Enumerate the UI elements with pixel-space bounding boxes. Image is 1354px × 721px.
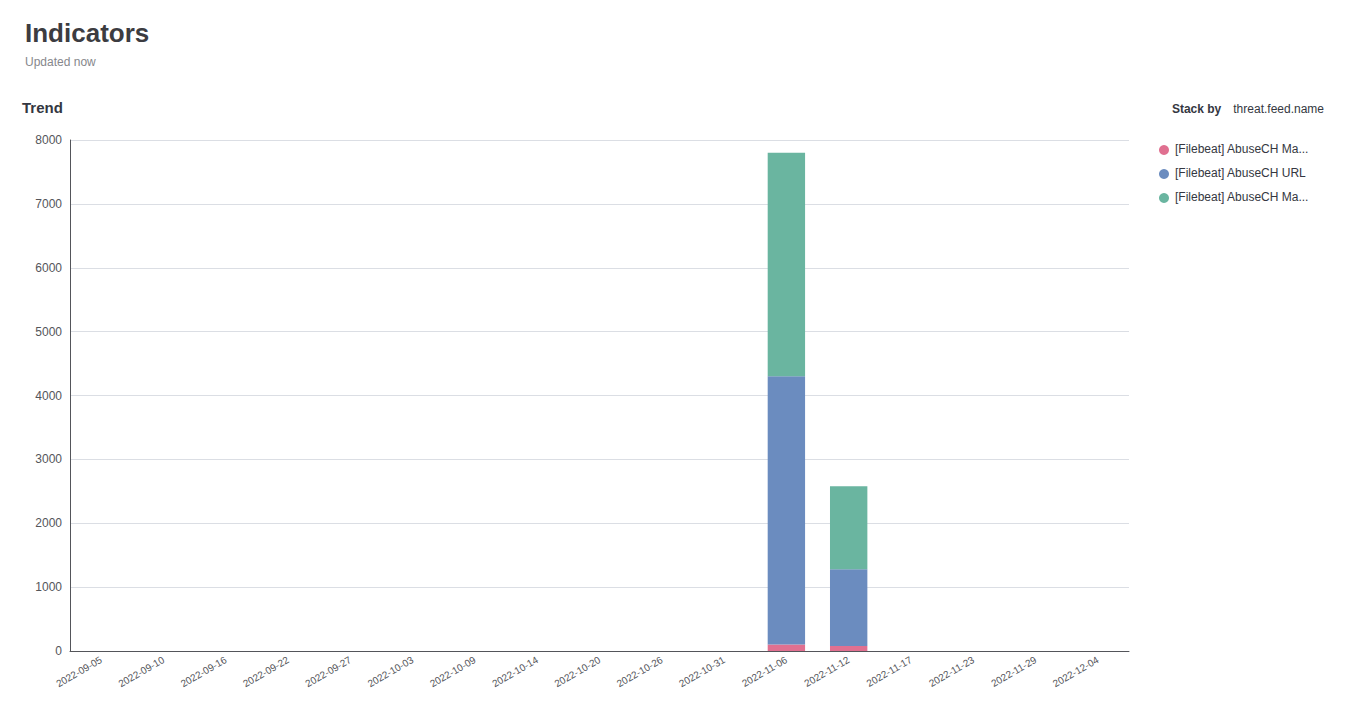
svg-text:2022-11-17: 2022-11-17 — [865, 654, 914, 689]
svg-text:2022-11-12: 2022-11-12 — [802, 654, 851, 689]
svg-text:6000: 6000 — [35, 261, 62, 275]
svg-text:2022-10-03: 2022-10-03 — [366, 654, 416, 689]
svg-text:7000: 7000 — [35, 197, 62, 211]
svg-text:2022-11-23: 2022-11-23 — [927, 654, 976, 689]
svg-text:2022-10-31: 2022-10-31 — [677, 654, 727, 689]
svg-text:Trend: Trend — [22, 99, 63, 116]
svg-text:8000: 8000 — [35, 133, 62, 147]
svg-text:2022-10-20: 2022-10-20 — [553, 654, 603, 689]
svg-text:threat.feed.name: threat.feed.name — [1233, 102, 1324, 116]
svg-text:Indicators: Indicators — [25, 18, 149, 48]
svg-text:2022-09-05: 2022-09-05 — [54, 654, 104, 689]
svg-text:0: 0 — [55, 644, 62, 658]
svg-text:[Filebeat] AbuseCH URL: [Filebeat] AbuseCH URL — [1175, 166, 1306, 180]
svg-text:[Filebeat] AbuseCH Ma...: [Filebeat] AbuseCH Ma... — [1175, 142, 1308, 156]
svg-text:2022-09-16: 2022-09-16 — [179, 654, 229, 689]
svg-text:5000: 5000 — [35, 325, 62, 339]
svg-text:3000: 3000 — [35, 452, 62, 466]
svg-text:2022-10-14: 2022-10-14 — [490, 654, 540, 689]
svg-text:2022-12-04: 2022-12-04 — [1051, 654, 1101, 689]
svg-text:2022-11-29: 2022-11-29 — [989, 654, 1038, 689]
svg-text:1000: 1000 — [35, 580, 62, 594]
svg-text:2022-09-27: 2022-09-27 — [303, 654, 353, 689]
svg-text:2000: 2000 — [35, 516, 62, 530]
svg-text:2022-09-10: 2022-09-10 — [116, 654, 166, 689]
svg-text:2022-11-06: 2022-11-06 — [740, 654, 789, 689]
svg-text:Stack by: Stack by — [1172, 102, 1222, 116]
svg-text:2022-09-22: 2022-09-22 — [241, 654, 291, 689]
svg-text:4000: 4000 — [35, 389, 62, 403]
svg-text:2022-10-09: 2022-10-09 — [428, 654, 478, 689]
svg-text:[Filebeat] AbuseCH Ma...: [Filebeat] AbuseCH Ma... — [1175, 190, 1308, 204]
svg-text:2022-10-26: 2022-10-26 — [615, 654, 665, 689]
svg-text:Updated now: Updated now — [25, 55, 96, 69]
